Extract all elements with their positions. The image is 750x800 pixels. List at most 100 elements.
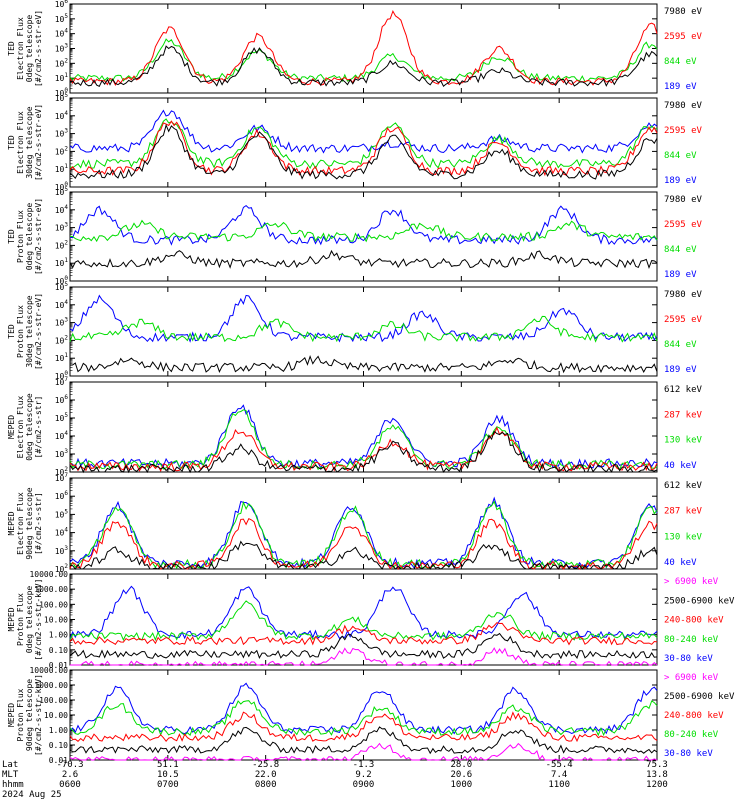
x-axis-value: 2.6: [62, 770, 78, 780]
x-axis-value: -70.3: [56, 760, 83, 770]
panel-frame: [69, 286, 658, 377]
y-tick-label: 102: [55, 466, 69, 477]
legend-entry: 844 eV: [664, 57, 697, 67]
legend-entry: 189 eV: [664, 365, 697, 375]
y-tick-label: 104: [55, 110, 69, 121]
series-trace: [69, 500, 658, 570]
x-axis-value: -25.8: [252, 760, 279, 770]
panel-8: 0.01 0.10 1.00 10.00 100.00 1000.00 10000.00ME…: [7, 666, 735, 765]
x-axis-value: 1000: [450, 780, 472, 790]
series-trace: [69, 682, 658, 735]
series-trace: [69, 409, 658, 471]
x-axis-value: 9.2: [355, 770, 371, 780]
legend-entry: 2500-6900 keV: [664, 692, 735, 702]
panel-7: 0.01 0.10 1.00 10.00 100.00 1000.00 10000.00ME…: [7, 570, 735, 670]
x-axis-value: 0600: [59, 780, 81, 790]
y-tick-label: 10.00: [44, 616, 68, 625]
y-tick-label: 102: [55, 334, 69, 345]
series-trace: [69, 294, 658, 343]
legend-entry: 189 eV: [664, 270, 697, 280]
legend-entry: > 6900 keV: [664, 673, 719, 683]
x-axis-value: 20.6: [450, 770, 472, 780]
series-trace: [69, 315, 658, 343]
y-tick-label: 104: [55, 299, 69, 310]
panel-6: 102 103 104 105 106 107 MEPEDElectron Flux90de…: [7, 472, 703, 574]
x-axis-value: -1.3: [353, 760, 375, 770]
x-axis-value: 13.8: [646, 770, 668, 780]
legend-entry: 189 eV: [664, 82, 697, 92]
y-axis-label: TEDProton Flux30deg telescope[#/cm2-s-st…: [7, 293, 43, 370]
panel-1: 100 101 102 103 104 105 106 TEDElectron Flux0de…: [7, 0, 703, 98]
y-tick-label: 103: [55, 43, 69, 54]
y-tick-label: 101: [55, 72, 69, 83]
series-trace: [70, 647, 658, 666]
panel-4: 100 101 102 103 104 105 TEDProton Flux30deg te…: [7, 281, 703, 381]
legend-entry: 2595 eV: [664, 126, 703, 136]
series-trace: [69, 540, 658, 571]
y-tick-label: 104: [55, 527, 69, 538]
y-axis-label: MEPEDProton Flux90deg telescope[#/cm2-s-…: [7, 674, 43, 756]
series-trace: [69, 404, 658, 469]
y-tick-label: 103: [55, 545, 69, 556]
x-axis-value: 7.4: [551, 770, 567, 780]
x-axis-value: 0900: [353, 780, 375, 790]
x-axis-value: 10.5: [157, 770, 179, 780]
series-trace: [69, 711, 658, 743]
y-tick-label: 104: [55, 430, 69, 441]
y-tick-label: 103: [55, 222, 69, 233]
y-tick-label: 105: [55, 281, 69, 292]
y-axis-label: MEPEDElectron Flux90deg telescope[#/cm2-…: [7, 487, 43, 559]
y-tick-label: 104: [55, 28, 69, 39]
series-trace: [69, 622, 658, 646]
y-tick-label: 103: [55, 317, 69, 328]
panel-frame: [69, 381, 658, 473]
legend-entry: 7980 eV: [664, 290, 703, 300]
y-tick-label: 106: [55, 0, 69, 9]
x-axis-table: Lat -70.3 51.1 -25.8 -1.3 28.0 -55.4 75.3 MLT 2.6…: [2, 760, 668, 800]
series-trace: [69, 632, 658, 660]
panel-frame: [69, 3, 658, 94]
panel-3: 100 101 102 103 104 105 TEDProton Flux0deg tel…: [7, 186, 703, 286]
y-tick-label: 105: [55, 13, 69, 24]
y-tick-label: 105: [55, 412, 69, 423]
y-tick-label: 1000.00: [34, 585, 68, 594]
x-axis-value: 51.1: [157, 760, 179, 770]
legend-entry: 40 keV: [664, 461, 697, 471]
series-trace: [69, 120, 658, 177]
y-tick-label: 0.10: [49, 646, 68, 655]
series-trace: [69, 600, 658, 642]
y-tick-label: 105: [55, 186, 69, 197]
x-axis-row-label: MLT: [2, 770, 19, 780]
legend-entry: 240-800 keV: [664, 616, 724, 626]
y-tick-label: 10000.00: [29, 570, 68, 579]
series-trace: [69, 700, 658, 737]
y-tick-label: 1.00: [49, 631, 68, 640]
y-tick-label: 101: [55, 257, 69, 268]
series-trace: [69, 38, 658, 83]
panel-5: 102 103 104 105 106 107 MEPEDElectron Flux0deg…: [7, 376, 703, 477]
legend-entry: > 6900 keV: [664, 577, 719, 587]
x-axis-value: 28.0: [450, 760, 472, 770]
series-trace: [69, 45, 658, 87]
y-tick-label: 100: [55, 87, 69, 98]
series-trace: [69, 118, 658, 170]
y-tick-label: 1.00: [49, 726, 68, 735]
y-tick-label: 100: [55, 370, 69, 381]
panel-frame: [69, 669, 658, 761]
legend-entry: 844 eV: [664, 340, 697, 350]
legend-entry: 80-240 keV: [664, 730, 719, 740]
y-tick-label: 1000.00: [34, 681, 68, 690]
series-trace: [69, 204, 658, 246]
legend-entry: 7980 eV: [664, 101, 703, 111]
legend-entry: 844 eV: [664, 245, 697, 255]
y-tick-label: 107: [55, 472, 69, 483]
y-axis-label: TEDProton Flux0deg telescope[#/cm2-s-str…: [7, 198, 43, 275]
x-axis-value: 22.0: [255, 770, 277, 780]
y-tick-label: 107: [55, 376, 69, 387]
legend-entry: 7980 eV: [664, 195, 703, 205]
legend-entry: 130 keV: [664, 532, 703, 542]
y-tick-label: 106: [55, 490, 69, 501]
y-axis-label: MEPEDElectron Flux0deg telescope[#/cm2-s…: [7, 393, 43, 461]
y-tick-label: 102: [55, 239, 69, 250]
